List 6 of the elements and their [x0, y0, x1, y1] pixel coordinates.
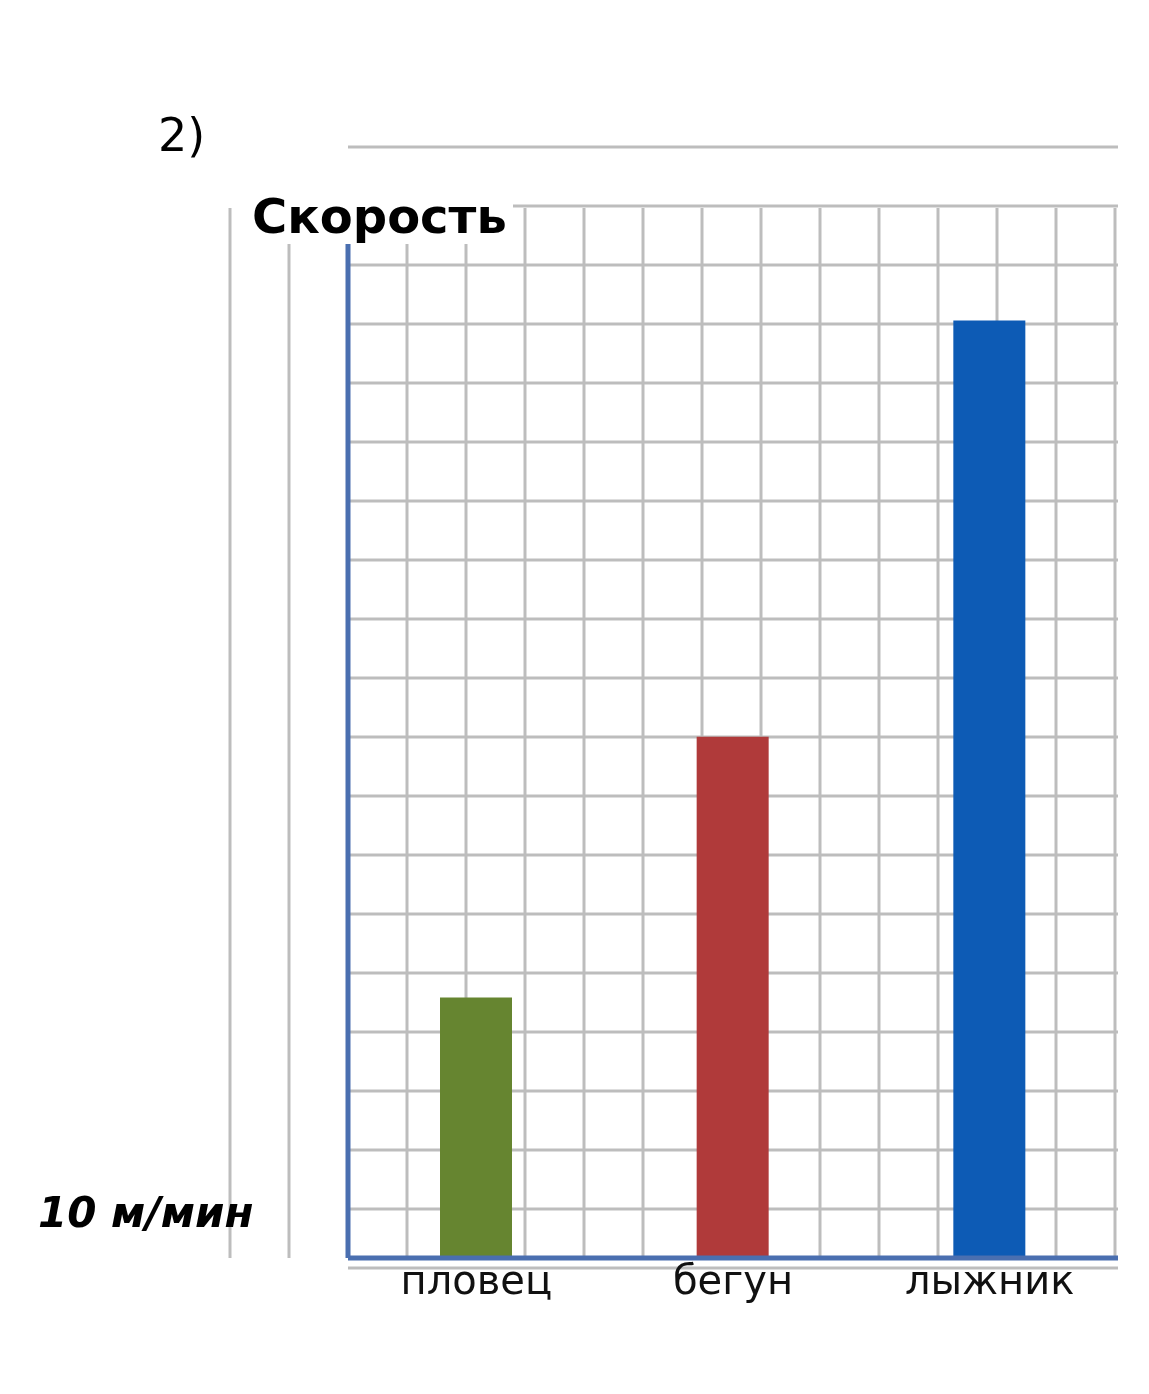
text: 10 м/мин	[38, 1188, 254, 1237]
x-tick-label: лыжник	[904, 1257, 1075, 1304]
chart-title: 2)	[158, 108, 206, 162]
y-axis-title: Скорость	[246, 188, 513, 244]
x-tick-label: пловец	[400, 1257, 553, 1304]
x-tick-label: бегун	[672, 1257, 794, 1304]
